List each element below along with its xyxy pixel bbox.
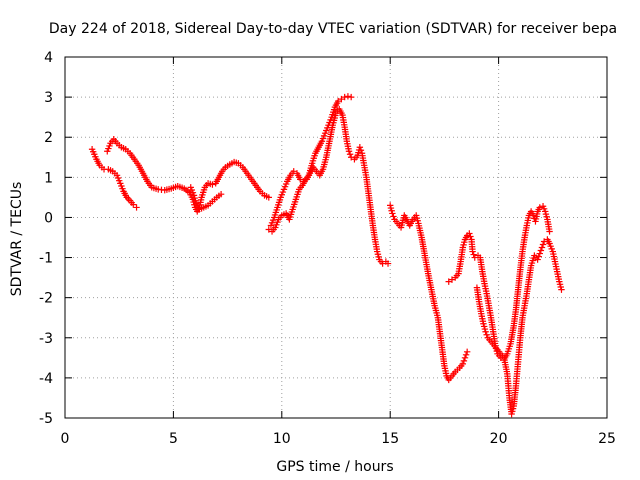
- y-tick-label: -3: [39, 331, 53, 347]
- data-point: [460, 357, 468, 365]
- data-point: [297, 176, 304, 183]
- y-tick-label: 3: [44, 90, 53, 106]
- x-tick-label: 10: [273, 431, 291, 447]
- data-point: [448, 276, 456, 283]
- data-point: [357, 147, 365, 154]
- data-point: [461, 354, 469, 362]
- data-point: [538, 244, 546, 251]
- x-tick-label: 25: [598, 431, 616, 447]
- y-axis-label: SDTVAR / TECUs: [9, 182, 25, 297]
- data-point: [463, 348, 471, 356]
- x-tick-label: 0: [61, 431, 70, 447]
- y-tick-label: 1: [44, 170, 53, 186]
- data-point: [466, 230, 473, 237]
- data-point: [536, 204, 543, 211]
- y-tick-label: -5: [39, 411, 53, 427]
- data-point: [344, 93, 352, 100]
- data-points: [88, 93, 565, 418]
- data-point: [470, 251, 477, 258]
- y-tick-label: -2: [39, 291, 53, 307]
- data-point: [346, 151, 354, 158]
- x-tick-label: 20: [490, 431, 508, 447]
- data-point: [341, 93, 348, 101]
- data-point: [445, 278, 452, 285]
- data-point: [290, 168, 297, 175]
- x-axis-label: GPS time / hours: [276, 459, 393, 475]
- data-point: [459, 360, 467, 368]
- axis-ticks: 0 5 10 15 20 25 -5 -4 -3 -2 -1 0 1 2 3 4: [39, 50, 616, 447]
- y-tick-label: -4: [39, 371, 53, 387]
- data-point: [471, 254, 478, 261]
- x-tick-label: 15: [381, 431, 399, 447]
- data-point: [535, 253, 542, 260]
- data-point: [133, 204, 140, 211]
- plot-frame: [64, 56, 608, 419]
- data-point: [546, 228, 553, 235]
- y-tick-label: -1: [39, 251, 53, 267]
- data-point: [467, 233, 474, 240]
- data-point: [482, 328, 489, 335]
- y-tick-label: 2: [44, 130, 53, 146]
- data-point: [338, 95, 345, 103]
- data-point: [345, 148, 353, 155]
- chart-title: Day 224 of 2018, Sidereal Day-to-day VTE…: [49, 21, 617, 37]
- data-point: [558, 286, 565, 293]
- data-point: [217, 190, 225, 198]
- data-point: [462, 351, 470, 359]
- data-point: [265, 194, 272, 201]
- data-point: [539, 241, 547, 248]
- data-point: [356, 144, 364, 151]
- data-point: [379, 260, 386, 267]
- data-point: [483, 331, 490, 338]
- y-tick-label: 0: [44, 210, 53, 226]
- data-point: [209, 181, 216, 188]
- data-point: [384, 260, 392, 267]
- data-point: [536, 250, 543, 257]
- data-point: [347, 93, 355, 101]
- data-point: [389, 210, 396, 217]
- data-point: [534, 256, 541, 263]
- data-point: [390, 213, 397, 220]
- data-point: [469, 248, 476, 255]
- y-tick-label: 4: [44, 50, 53, 66]
- data-point: [300, 178, 307, 185]
- data-point: [130, 201, 137, 208]
- data-point: [334, 97, 342, 105]
- x-tick-label: 5: [169, 431, 178, 447]
- data-point: [537, 247, 545, 254]
- data-point: [530, 212, 537, 219]
